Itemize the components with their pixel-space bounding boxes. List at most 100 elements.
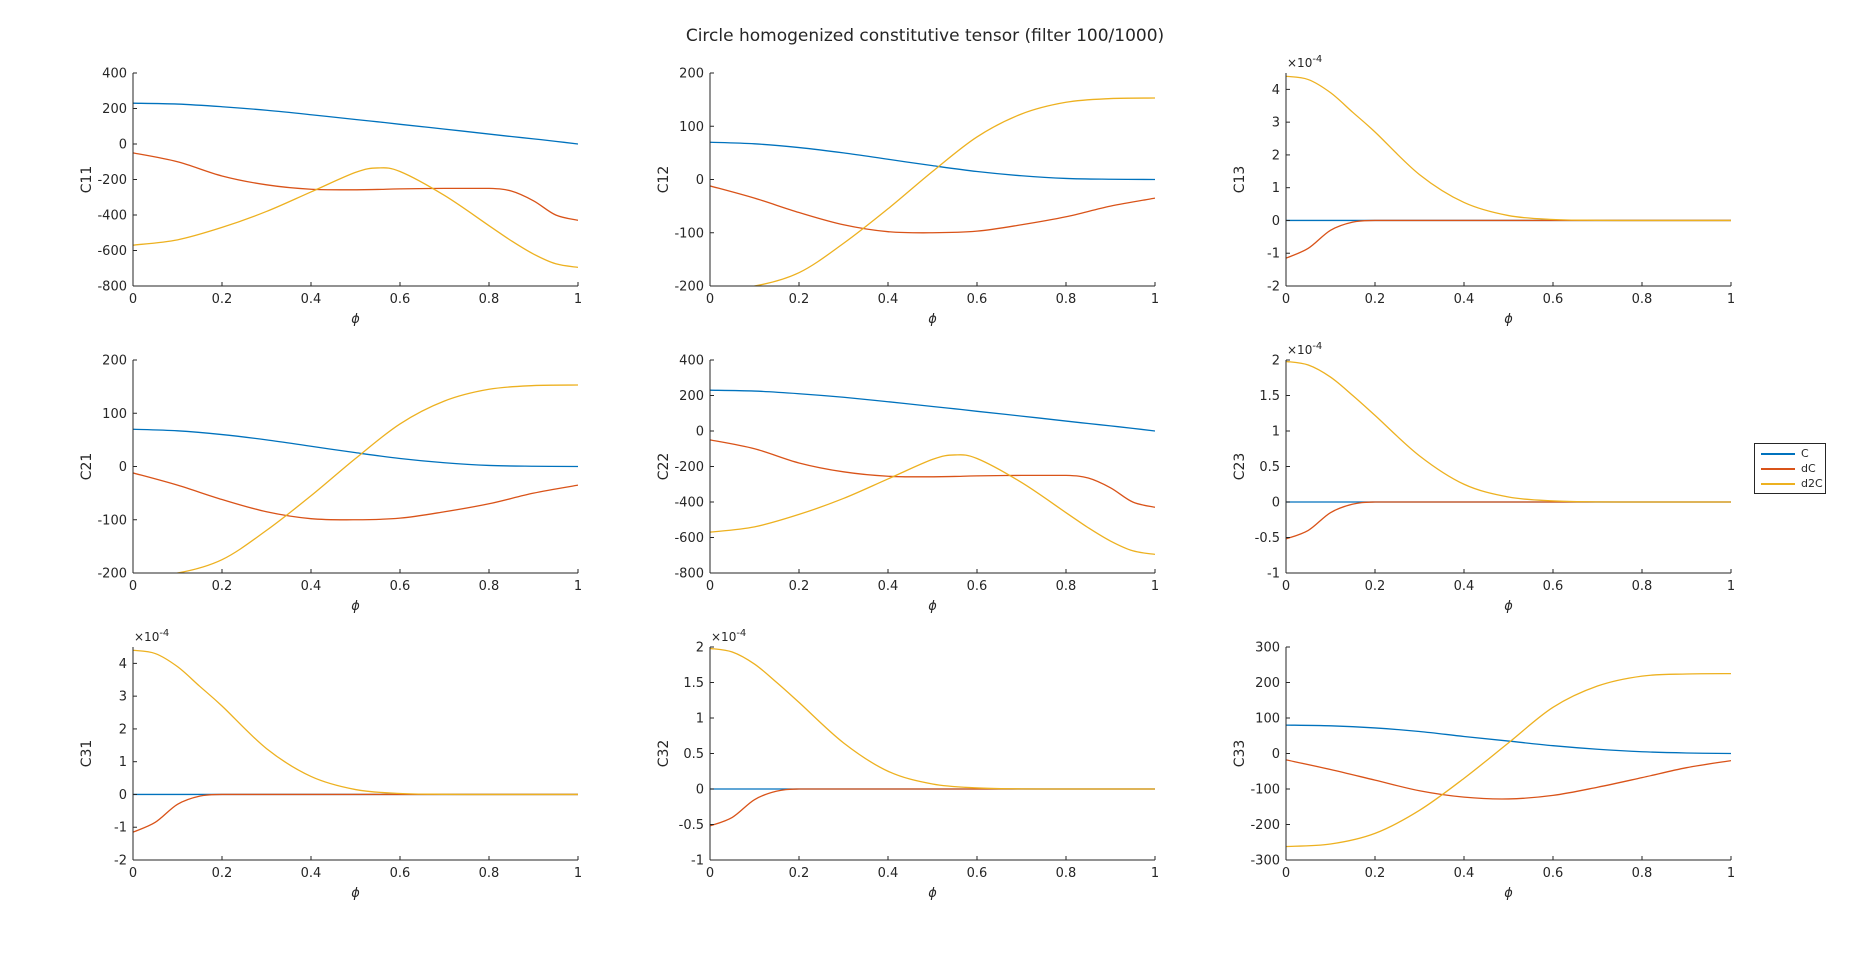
series-line-d2c-c32 — [710, 647, 1155, 790]
y-tick-label-c12: 100 — [679, 120, 704, 135]
series-line-d2c-c13 — [1286, 75, 1731, 222]
series-line-c-c12 — [710, 141, 1155, 181]
x-axis-label-c11: ϕ — [351, 312, 360, 327]
x-tick-label-c13: 1 — [1727, 292, 1735, 307]
y-tick-label-c23: 2 — [1272, 354, 1280, 369]
legend[interactable]: C dC d2C — [1754, 443, 1826, 494]
series-line-d2c-c23 — [1286, 360, 1731, 503]
x-tick-label-c31: 0.6 — [390, 866, 411, 881]
x-tick-label-c12: 0 — [706, 292, 714, 307]
y-axis-label-c13: C13 — [1232, 166, 1248, 194]
x-tick-label-c23: 0.8 — [1632, 579, 1653, 594]
y-tick-label-c11: 400 — [102, 67, 127, 82]
x-tick-label-c33: 0.8 — [1632, 866, 1653, 881]
y-tick-label-c13: 0 — [1272, 214, 1280, 229]
y-tick-label-c12: -100 — [674, 226, 704, 241]
series-line-dc-c32 — [710, 788, 1155, 827]
x-tick-label-c12: 0.8 — [1056, 292, 1077, 307]
x-tick-label-c21: 0.2 — [212, 579, 233, 594]
legend-swatch-d2c — [1761, 483, 1795, 485]
y-tick-label-c22: -200 — [674, 460, 704, 475]
x-tick-label-c11: 0 — [129, 292, 137, 307]
x-tick-label-c32: 1 — [1151, 866, 1159, 881]
x-tick-label-c33: 1 — [1727, 866, 1735, 881]
subplot-c31: 0 0.2 0.4 0.6 0.8 1 -2 -1 0 1 2 3 4 C31 ϕ ×10-4 — [79, 628, 582, 901]
y-tick-label-c23: 0 — [1272, 496, 1280, 511]
y-tick-label-c22: 200 — [679, 389, 704, 404]
y-tick-label-c11: -800 — [97, 280, 127, 295]
y-tick-label-c32: 2 — [696, 641, 704, 656]
x-tick-label-c33: 0.2 — [1365, 866, 1386, 881]
y-tick-label-c31: -1 — [114, 821, 127, 836]
plot-area-c32 — [710, 647, 1155, 827]
y-tick-label-c22: 400 — [679, 354, 704, 369]
y-tick-label-c13: 3 — [1272, 116, 1280, 131]
y-tick-label-c23: 1.5 — [1259, 389, 1280, 404]
x-tick-label-c22: 1 — [1151, 579, 1159, 594]
x-tick-label-c13: 0 — [1282, 292, 1290, 307]
x-tick-label-c13: 0.8 — [1632, 292, 1653, 307]
y-tick-label-c13: 4 — [1272, 83, 1280, 98]
x-tick-label-c11: 1 — [574, 292, 582, 307]
y-axis-label-c33: C33 — [1232, 740, 1248, 768]
y-axis-label-c23: C23 — [1232, 453, 1248, 481]
exponent-label-c13: ×10-4 — [1287, 54, 1322, 70]
plot-area-c31 — [133, 649, 578, 833]
x-tick-label-c11: 0.8 — [479, 292, 500, 307]
y-tick-label-c11: 200 — [102, 102, 127, 117]
y-tick-label-c22: -800 — [674, 567, 704, 582]
y-tick-label-c21: -100 — [97, 513, 127, 528]
y-tick-label-c31: 3 — [119, 690, 127, 705]
x-axis-label-c22: ϕ — [928, 599, 937, 614]
x-tick-label-c21: 0.4 — [301, 579, 322, 594]
exponent-label-c31: ×10-4 — [134, 628, 169, 644]
y-tick-label-c12: 0 — [696, 173, 704, 188]
plot-area-c23 — [1286, 360, 1731, 540]
x-axis-label-c33: ϕ — [1504, 886, 1513, 901]
subplot-c21: 0 0.2 0.4 0.6 0.8 1 -200 -100 0 100 200 C21 ϕ — [79, 354, 582, 615]
y-axis-label-c32: C32 — [656, 740, 672, 768]
x-tick-label-c21: 1 — [574, 579, 582, 594]
y-tick-label-c12: -200 — [674, 280, 704, 295]
legend-item-d2c: d2C — [1755, 476, 1825, 491]
y-tick-label-c33: -300 — [1250, 854, 1280, 869]
x-tick-label-c33: 0.6 — [1543, 866, 1564, 881]
y-tick-label-c11: -400 — [97, 209, 127, 224]
x-tick-label-c32: 0.6 — [967, 866, 988, 881]
x-tick-label-c31: 0 — [129, 866, 137, 881]
series-line-d2c-c11 — [133, 167, 578, 269]
y-tick-label-c33: 0 — [1272, 747, 1280, 762]
x-tick-label-c32: 0.8 — [1056, 866, 1077, 881]
x-tick-label-c23: 0.2 — [1365, 579, 1386, 594]
y-tick-label-c21: 200 — [102, 354, 127, 369]
figure-title: Circle homogenized constitutive tensor (… — [685, 26, 1165, 46]
x-axis-label-c12: ϕ — [928, 312, 937, 327]
y-tick-label-c32: 1 — [696, 712, 704, 727]
y-tick-label-c13: 2 — [1272, 148, 1280, 163]
x-tick-label-c12: 0.4 — [878, 292, 899, 307]
series-line-dc-c23 — [1286, 501, 1731, 540]
y-tick-label-c32: -0.5 — [679, 818, 704, 833]
legend-swatch-dc — [1761, 468, 1795, 470]
series-line-dc-c22 — [710, 439, 1155, 508]
series-line-dc-c31 — [133, 793, 578, 833]
x-axis-label-c21: ϕ — [351, 599, 360, 614]
x-tick-label-c22: 0.4 — [878, 579, 899, 594]
legend-label-dc: dC — [1801, 462, 1816, 475]
subplot-c23: 0 0.2 0.4 0.6 0.8 1 -1 -0.5 0 0.5 1 1.5 2 C23 ϕ ×10-4 — [1232, 341, 1735, 614]
y-tick-label-c21: 100 — [102, 407, 127, 422]
x-tick-label-c31: 0.2 — [212, 866, 233, 881]
y-tick-label-c32: 0 — [696, 783, 704, 798]
y-tick-label-c13: 1 — [1272, 181, 1280, 196]
series-line-d2c-c12 — [750, 97, 1155, 286]
x-tick-label-c23: 0.6 — [1543, 579, 1564, 594]
y-axis-label-c12: C12 — [656, 166, 672, 194]
x-tick-label-c22: 0.8 — [1056, 579, 1077, 594]
series-line-c-c11 — [133, 102, 578, 145]
x-axis-label-c32: ϕ — [928, 886, 937, 901]
y-tick-label-c23: 0.5 — [1259, 460, 1280, 475]
plot-area-c22 — [710, 389, 1155, 556]
x-tick-label-c11: 0.4 — [301, 292, 322, 307]
x-tick-label-c22: 0 — [706, 579, 714, 594]
